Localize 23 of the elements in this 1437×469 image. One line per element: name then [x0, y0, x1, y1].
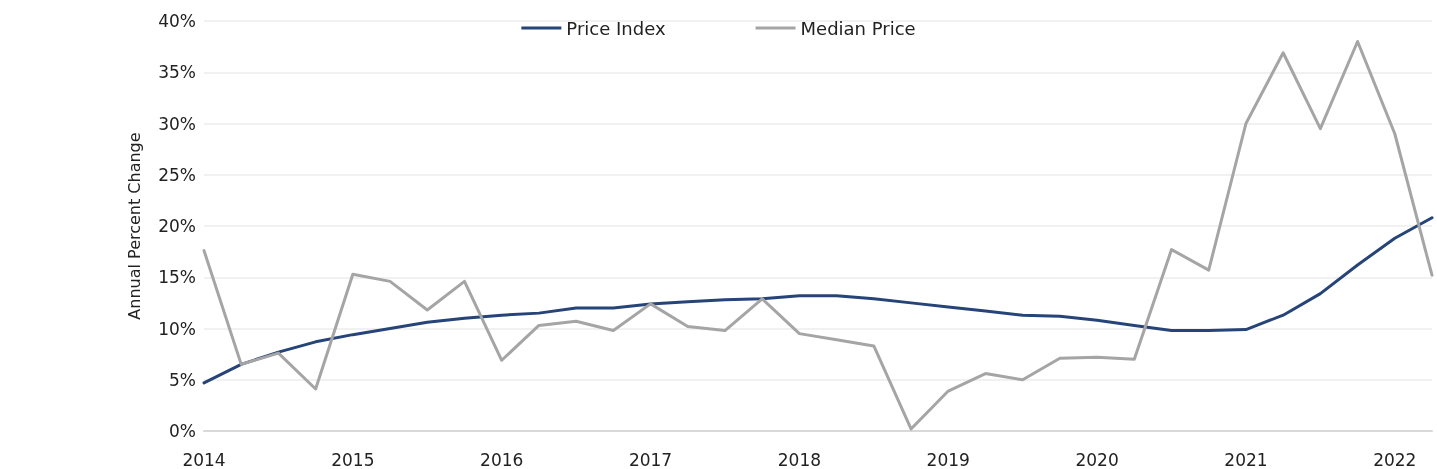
y-tick-label: 35%: [158, 62, 196, 83]
x-tick-label: 2019: [926, 449, 970, 469]
x-tick-label: 2017: [628, 449, 673, 469]
x-tick-label: 2014: [182, 449, 226, 469]
x-tick-label: 2020: [1075, 449, 1119, 469]
line-series: [202, 216, 1434, 385]
x-tick-label: 2016: [480, 449, 524, 469]
x-tick-label: 2015: [331, 449, 375, 469]
legend-label: Median Price: [800, 17, 916, 39]
y-tick-label: 25%: [158, 164, 196, 185]
y-tick-label: 15%: [158, 267, 196, 288]
y-tick-label: 0%: [169, 421, 196, 441]
y-tick-label: 5%: [169, 369, 196, 390]
x-tick-label: 2022: [1373, 449, 1417, 469]
y-axis-title: Annual Percent Change: [124, 132, 144, 320]
line-series: [202, 40, 1434, 431]
x-tick-label: 2021: [1224, 449, 1268, 469]
y-tick-label: 30%: [158, 113, 196, 134]
x-tick-label: 2018: [777, 449, 822, 469]
legend-label: Price Index: [566, 17, 666, 39]
y-tick-label: 20%: [158, 216, 196, 236]
y-tick-label: 40%: [158, 11, 196, 31]
y-tick-label: 10%: [158, 318, 196, 339]
